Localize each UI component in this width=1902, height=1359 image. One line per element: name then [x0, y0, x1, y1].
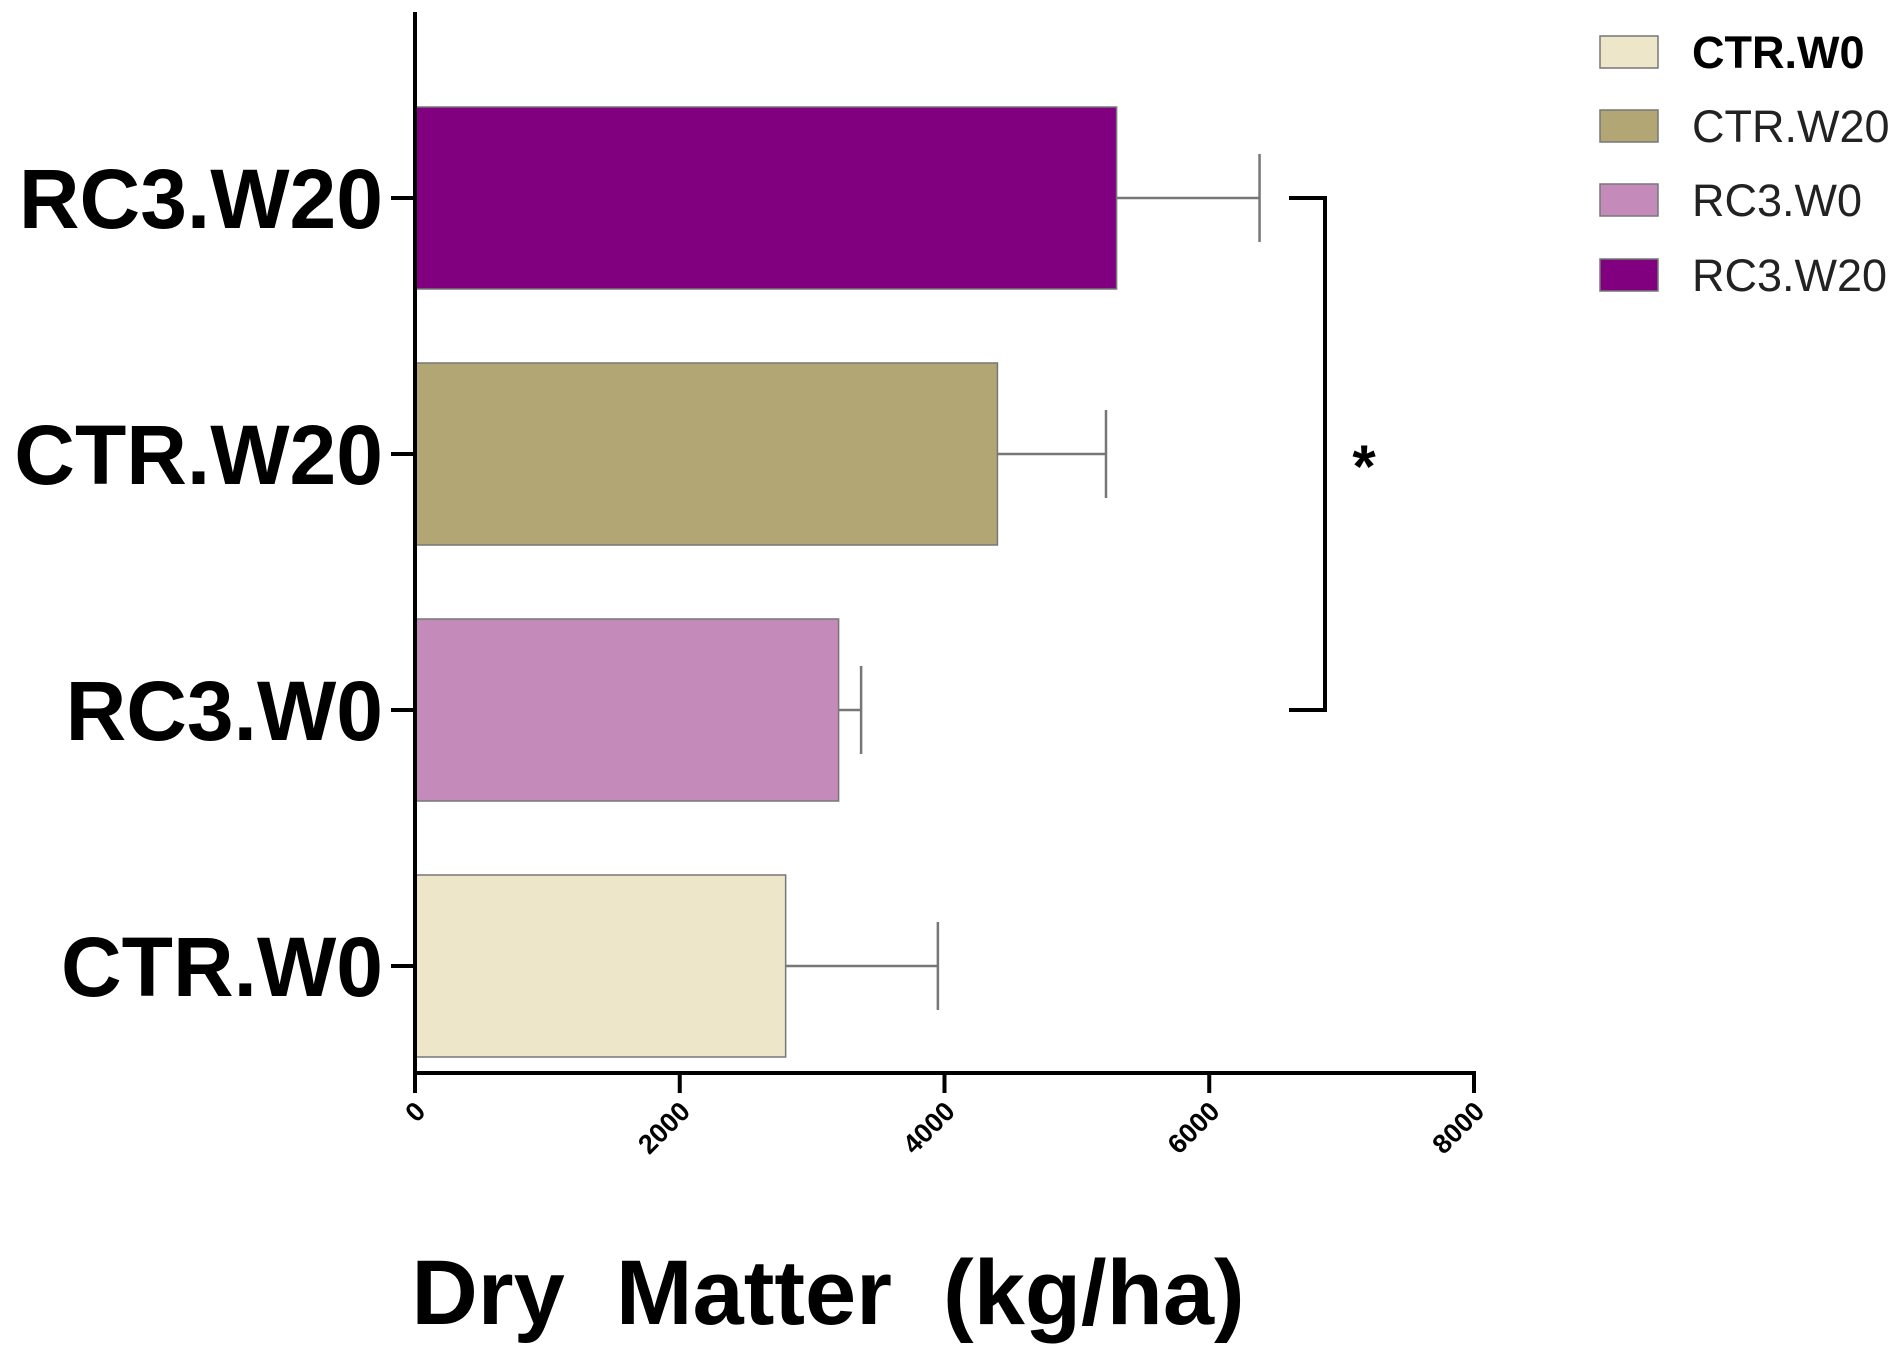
- x-tick-label: 2000: [632, 1096, 696, 1160]
- legend-label: RC3.W20: [1692, 250, 1887, 301]
- legend-swatch: [1599, 258, 1659, 292]
- legend-swatch: [1599, 183, 1659, 217]
- x-tick-label: 4000: [897, 1096, 961, 1160]
- category-label: RC3.W0: [66, 664, 383, 758]
- bar-ctr-w0: [414, 874, 787, 1058]
- legend-label: CTR.W20: [1692, 101, 1890, 152]
- legend-label: RC3.W0: [1692, 175, 1862, 226]
- significance-bracket: [1289, 196, 1327, 712]
- x-tick-label: 0: [399, 1096, 431, 1128]
- bar-rc3-w20: [414, 106, 1118, 290]
- category-label: CTR.W20: [14, 408, 383, 502]
- x-tick-label: 8000: [1427, 1096, 1491, 1160]
- x-axis-title: Dry Matter (kg/ha): [411, 1242, 1244, 1344]
- bar-ctr-w20: [414, 362, 999, 546]
- x-tick-label: 6000: [1162, 1096, 1226, 1160]
- legend-swatch: [1599, 35, 1659, 69]
- legend-label: CTR.W0: [1692, 27, 1865, 78]
- bar-rc3-w0: [414, 618, 840, 802]
- significance-mark: *: [1352, 433, 1376, 500]
- legend-swatch: [1599, 109, 1659, 143]
- category-label: CTR.W0: [61, 920, 383, 1014]
- category-label: RC3.W20: [19, 152, 383, 246]
